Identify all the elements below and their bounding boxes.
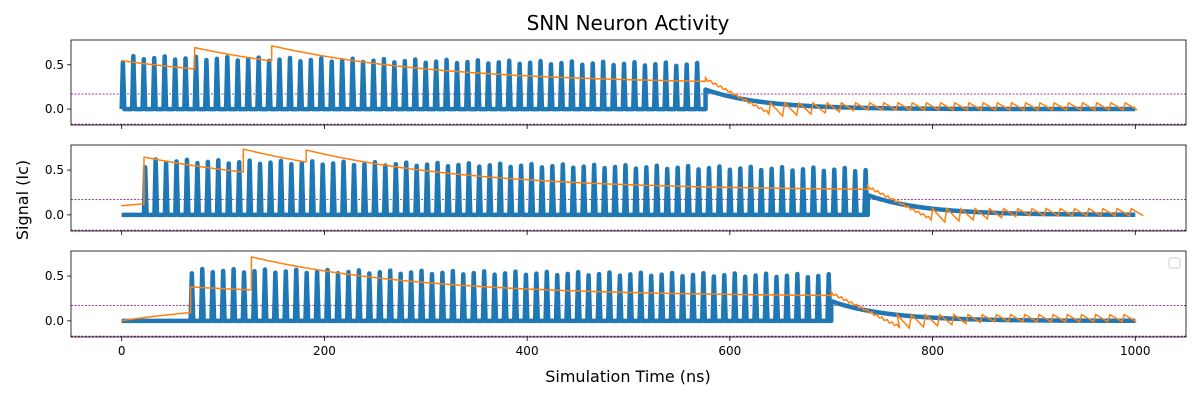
x-tick-label: 800 (921, 344, 944, 358)
y-tick-label: 0.0 (45, 314, 64, 328)
panels-group: 0.0 0.5 0.0 0.5 0.0 0.5 0 200 400 600 800 1000 (45, 39, 1187, 358)
x-tick-label: 400 (516, 344, 539, 358)
panel-3: 0.0 0.5 0 200 400 600 800 1000 (45, 250, 1187, 358)
x-tick-label: 0 (118, 344, 126, 358)
plot-area (71, 148, 1186, 231)
chart-title: SNN Neuron Activity (527, 11, 730, 35)
plot-area (71, 45, 1186, 125)
signal-trace (120, 256, 1137, 330)
y-tick-label: 0.0 (45, 102, 64, 116)
signal-trace (120, 148, 1144, 224)
x-axis-label: Simulation Time (ns) (545, 367, 711, 386)
spike-trace (121, 266, 1136, 324)
panel-2: 0.0 0.5 (45, 144, 1187, 235)
panel-frame (70, 39, 1187, 126)
y-tick-label: 0.5 (45, 269, 64, 283)
y-tick-label: 0.5 (45, 58, 64, 72)
y-tick-label: 0.0 (45, 208, 64, 222)
panel-1: 0.0 0.5 (45, 39, 1187, 129)
legend-box (1168, 257, 1181, 269)
x-tick-label: 600 (718, 344, 741, 358)
panel-frame (70, 250, 1187, 338)
signal-trace (120, 45, 1138, 118)
x-tick-label: 200 (313, 344, 336, 358)
y-axis-label: Signal (Ic) (13, 160, 32, 240)
panel-frame (70, 144, 1187, 232)
plot-area (71, 256, 1186, 337)
y-tick-label: 0.5 (45, 163, 64, 177)
x-tick-label: 1000 (1120, 344, 1151, 358)
